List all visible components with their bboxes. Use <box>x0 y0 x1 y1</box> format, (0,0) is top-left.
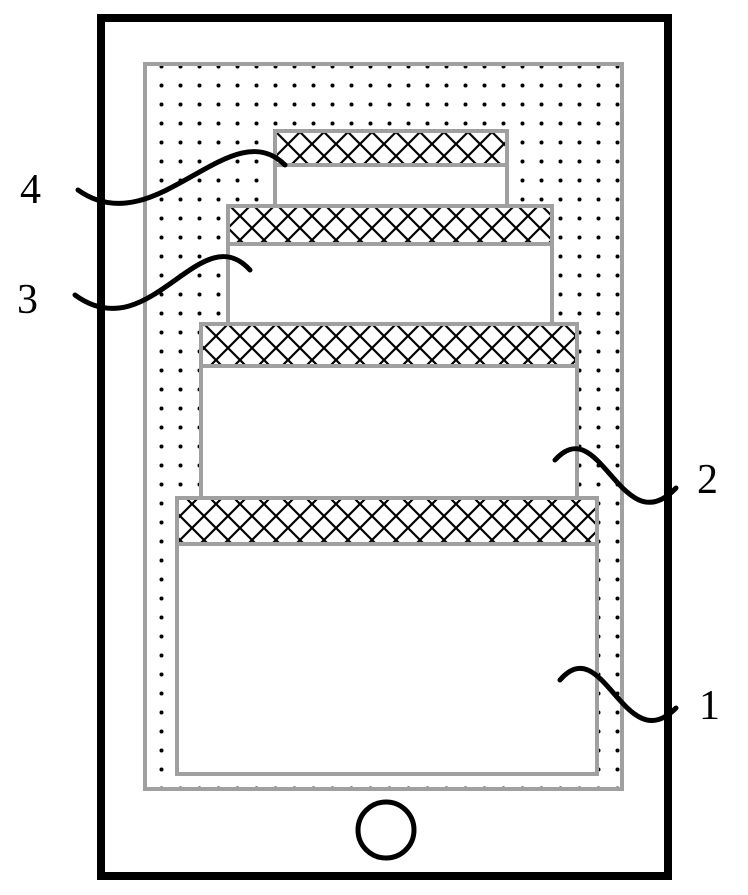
label-1: 1 <box>699 683 720 729</box>
window-1 <box>177 498 597 774</box>
window-titlebar-3 <box>228 206 552 244</box>
window-titlebar-2 <box>201 324 577 366</box>
label-4: 4 <box>20 167 41 213</box>
window-3 <box>228 206 552 324</box>
window-titlebar-4 <box>275 131 507 165</box>
window-titlebar-1 <box>177 498 597 544</box>
window-2 <box>201 324 577 498</box>
label-3: 3 <box>17 277 38 323</box>
window-4 <box>275 131 507 206</box>
label-2: 2 <box>697 457 718 503</box>
